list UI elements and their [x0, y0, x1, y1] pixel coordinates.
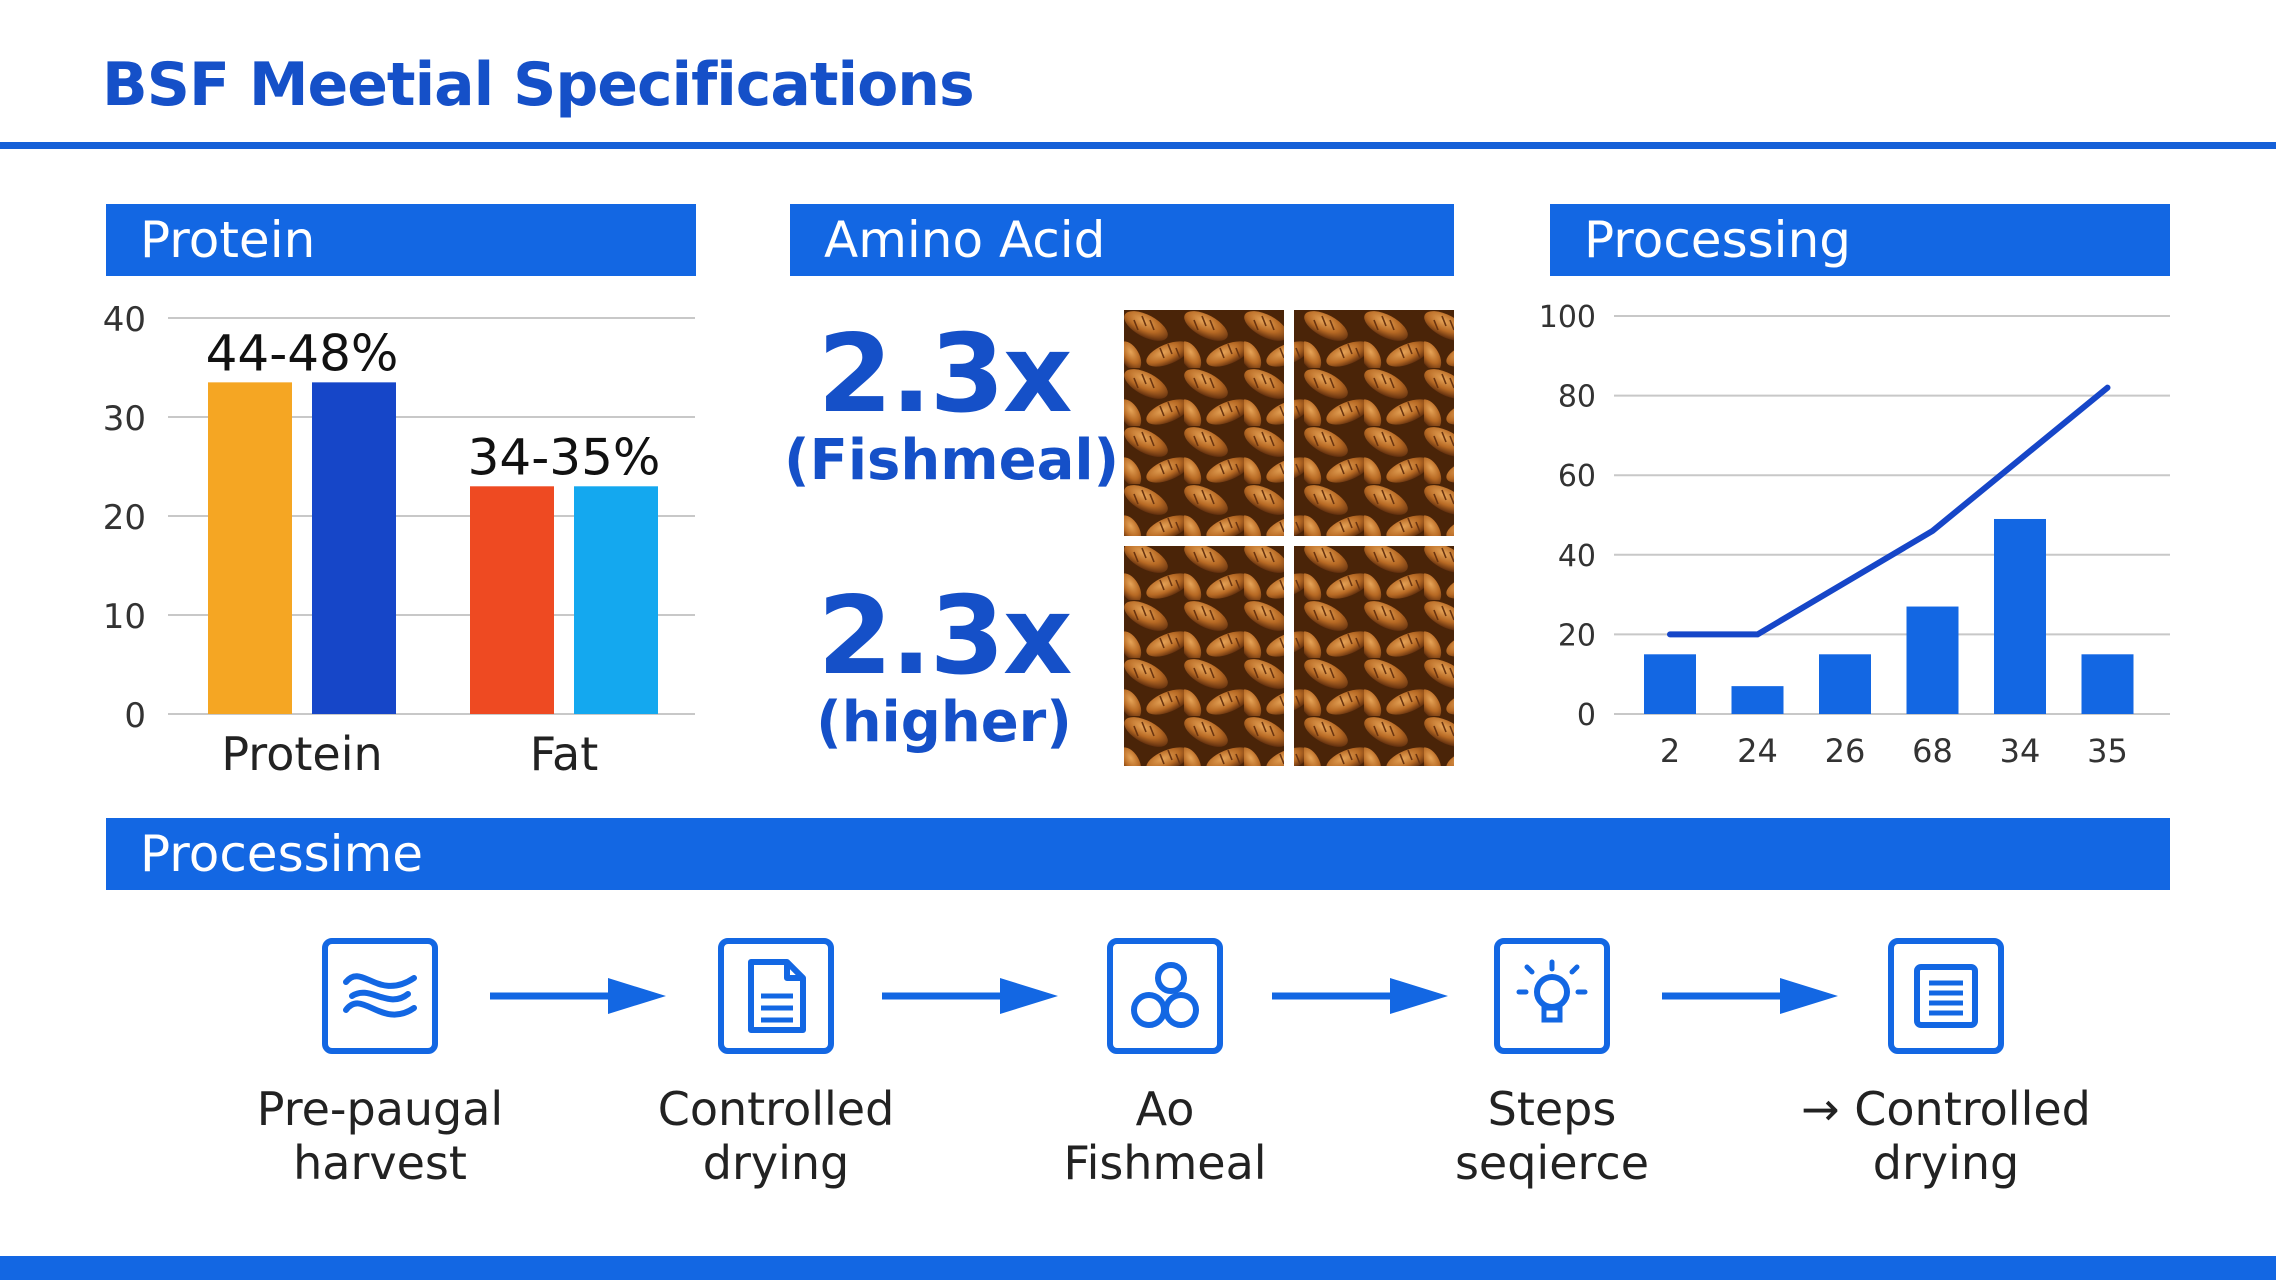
arrow-right-icon — [490, 978, 666, 1014]
trend-line — [1667, 384, 2111, 638]
larvae-photo-grid — [1124, 310, 1454, 766]
step-label: Controlled drying — [657, 1082, 895, 1190]
y-tick-label: 10 — [103, 597, 146, 637]
protein-fat-bar-chart: 0 10 20 30 40 44-48% Protein 34-35% Fat — [103, 300, 695, 781]
step-label: Pre-paugal harvest — [256, 1082, 504, 1190]
y-tick-label: 20 — [103, 498, 146, 538]
y-tick-label: 0 — [1577, 698, 1596, 733]
arrow-right-icon — [882, 978, 1058, 1014]
step-label: → Controlled drying — [1801, 1082, 2091, 1190]
amino-stat-fishmeal: 2.3x (Fishmeal) — [784, 312, 1120, 493]
arrow-right-icon — [1662, 978, 1838, 1014]
bar — [1819, 654, 1871, 714]
x-tick-label: 26 — [1825, 732, 1866, 770]
bar — [1731, 686, 1784, 714]
arrow-right-icon — [1272, 978, 1448, 1014]
list-icon — [1888, 938, 2004, 1054]
panel-header-processime: Processime — [106, 818, 2170, 890]
process-step-3: Ao Fishmeal — [1000, 938, 1330, 1190]
bar — [1906, 606, 1959, 714]
data-label: 44-48% — [206, 324, 399, 382]
y-tick-label: 60 — [1558, 459, 1596, 494]
document-icon — [718, 938, 834, 1054]
bar — [312, 382, 396, 714]
bar — [1644, 654, 1696, 714]
bar — [470, 486, 554, 714]
processing-bar-line-chart: 0 20 40 60 80 100 2 24 26 68 34 35 — [1540, 300, 2170, 770]
x-tick-label: 34 — [2000, 732, 2041, 770]
amino-stat-value: 2.3x — [817, 574, 1073, 699]
bar — [1994, 518, 2046, 714]
bar — [574, 486, 658, 714]
amino-stat-higher: 2.3x (higher) — [784, 582, 1104, 754]
y-tick-label: 0 — [124, 696, 146, 736]
y-tick-label: 80 — [1558, 380, 1596, 415]
process-step-4: Steps seqierce — [1387, 938, 1717, 1190]
y-tick-label: 100 — [1540, 300, 1596, 335]
footer-bar — [0, 1256, 2276, 1280]
data-label: 34-35% — [468, 428, 661, 486]
step-label: Ao Fishmeal — [1063, 1082, 1267, 1190]
y-tick-label: 20 — [1558, 618, 1596, 653]
y-tick-label: 40 — [103, 300, 146, 340]
lightbulb-icon — [1494, 938, 1610, 1054]
process-step-1: Pre-paugal harvest — [215, 938, 545, 1190]
x-tick-label: Protein — [221, 727, 382, 781]
panel-header-protein: Protein — [106, 204, 696, 276]
x-tick-label: 2 — [1660, 732, 1680, 770]
dna-icon — [322, 938, 438, 1054]
amino-stat-label: (higher) — [816, 690, 1072, 755]
bar — [208, 382, 292, 714]
process-step-5: → Controlled drying — [1781, 938, 2111, 1190]
amino-stat-label: (Fishmeal) — [784, 428, 1120, 493]
y-tick-label: 30 — [103, 399, 146, 439]
bar — [2081, 654, 2134, 714]
circles-icon — [1107, 938, 1223, 1054]
x-tick-label: 68 — [1912, 732, 1953, 770]
panel-header-processing: Processing — [1550, 204, 2170, 276]
step-label: Steps seqierce — [1454, 1082, 1650, 1190]
panel-header-amino-acid: Amino Acid — [790, 204, 1454, 276]
x-tick-label: 24 — [1737, 732, 1778, 770]
page-title: BSF Meetial Specifications — [102, 50, 975, 120]
x-tick-label: 35 — [2087, 732, 2128, 770]
y-tick-label: 40 — [1558, 539, 1596, 574]
title-divider — [0, 142, 2276, 149]
x-tick-label: Fat — [530, 727, 598, 781]
amino-stat-value: 2.3x — [817, 312, 1073, 437]
process-step-2: Controlled drying — [611, 938, 941, 1190]
